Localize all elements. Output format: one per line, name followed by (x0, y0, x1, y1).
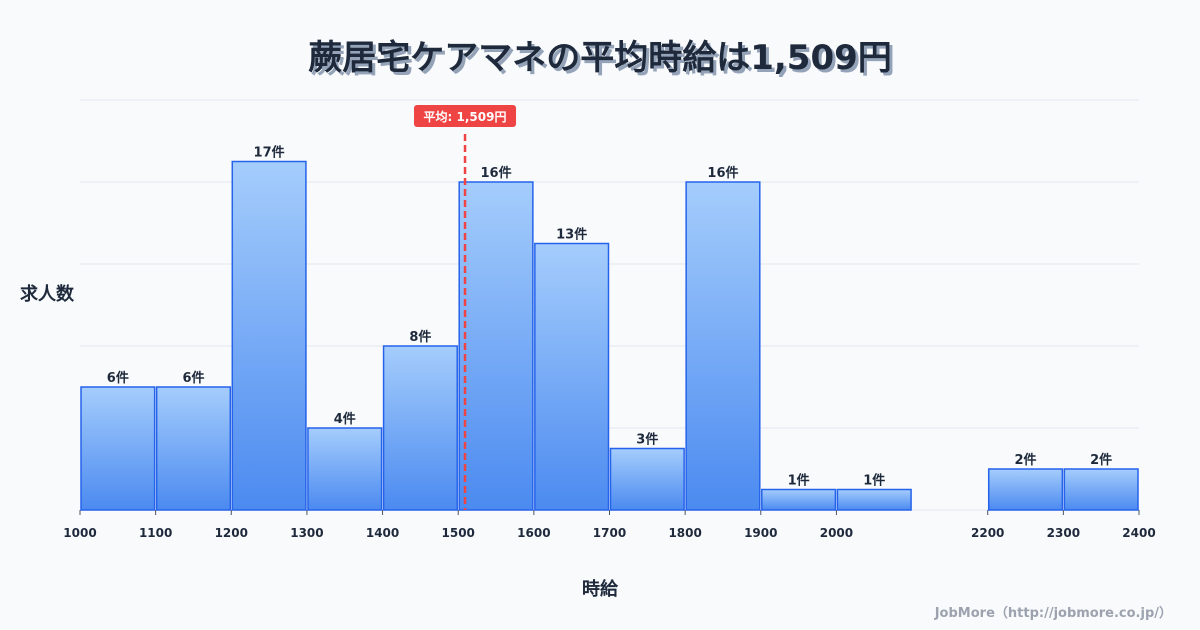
y-axis-label: 求人数 (20, 284, 74, 305)
bar-data-label: 6件 (182, 370, 204, 386)
bar-data-label: 16件 (707, 165, 738, 181)
x-tick-label: 1200 (215, 526, 248, 540)
histogram-bar (1063, 468, 1139, 511)
histogram-bar (836, 488, 912, 511)
histogram-bar (231, 160, 307, 511)
bar-data-label: 16件 (480, 165, 511, 181)
chart-title: 蕨居宅ケアマネの平均時給は1,509円 (308, 38, 892, 78)
histogram-bar (534, 242, 610, 511)
histogram-bar (987, 468, 1064, 511)
x-tick-label: 1900 (744, 526, 777, 540)
bar-data-label: 1件 (788, 473, 810, 489)
x-tick-label: 2200 (971, 526, 1004, 540)
x-tick-label: 1000 (63, 526, 96, 540)
x-tick-label: 1400 (366, 526, 399, 540)
x-axis-label: 時給 (582, 579, 618, 600)
bar-data-label: 3件 (636, 432, 658, 448)
average-label: 平均: 1,509円 (424, 109, 507, 124)
histogram-bar (382, 345, 458, 511)
histogram-bar (80, 386, 156, 511)
bar-data-label: 13件 (556, 227, 587, 243)
bar-data-label: 2件 (1090, 452, 1112, 468)
histogram-bar (609, 447, 685, 511)
average-badge (414, 105, 517, 127)
bar-data-label: 2件 (1015, 452, 1037, 468)
bar-data-label: 1件 (863, 473, 885, 489)
x-tick-label: 2300 (1047, 526, 1080, 540)
histogram-bar (458, 181, 534, 511)
histogram-bar (155, 386, 232, 511)
x-tick-label: 1100 (139, 526, 172, 540)
bar-data-label: 6件 (107, 370, 129, 386)
bar-data-label: 17件 (254, 145, 285, 161)
x-tick-label: 1500 (442, 526, 475, 540)
histogram-bar (685, 181, 761, 511)
histogram-bar (307, 427, 383, 511)
source-credit: JobMore（http://jobmore.co.jp/） (934, 606, 1172, 621)
x-tick-label: 1800 (668, 526, 701, 540)
x-tick-label: 1700 (593, 526, 626, 540)
x-tick-label: 2400 (1122, 526, 1155, 540)
bar-data-label: 4件 (334, 411, 356, 427)
x-tick-label: 1600 (517, 526, 550, 540)
x-tick-label: 1300 (290, 526, 323, 540)
histogram-bar (761, 488, 837, 511)
bar-data-label: 8件 (409, 329, 431, 345)
x-tick-label: 2000 (820, 526, 853, 540)
